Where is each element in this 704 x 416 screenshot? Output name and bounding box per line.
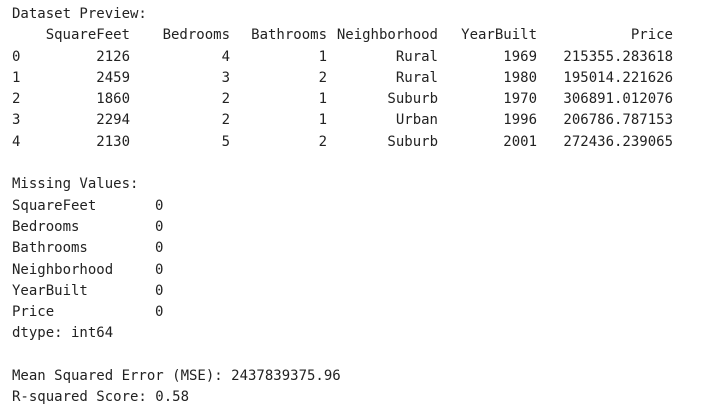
- cell-bathrooms: 1: [318, 48, 327, 65]
- column-header-yearbuilt: YearBuilt: [461, 27, 537, 44]
- missing-values-row: YearBuilt 0: [12, 281, 692, 302]
- mse-result: Mean Squared Error (MSE): 2437839375.96: [12, 368, 341, 385]
- cell-price: 195014.221626: [563, 69, 673, 86]
- console-output: Dataset Preview: SquareFeet Bedrooms Bat…: [12, 4, 692, 409]
- missing-values-name: Bathrooms: [12, 240, 88, 257]
- table-row: 3 2294 2 1 Urban 1996 206786.787153: [12, 110, 692, 131]
- missing-values-name: Price: [12, 304, 55, 321]
- preview-title: Dataset Preview:: [12, 6, 147, 22]
- row-index: 1: [12, 69, 21, 86]
- missing-values-name: Neighborhood: [12, 261, 114, 278]
- table-row: 1 2459 3 2 Rural 1980 195014.221626: [12, 68, 692, 89]
- cell-squarefeet: 2130: [96, 133, 130, 150]
- cell-bathrooms: 1: [318, 91, 327, 108]
- column-header-bathrooms: Bathrooms: [251, 27, 327, 44]
- cell-price: 215355.283618: [563, 48, 673, 65]
- column-header-bedrooms: Bedrooms: [162, 27, 230, 44]
- cell-yearbuilt: 1996: [503, 112, 537, 129]
- column-header-neighborhood: Neighborhood: [336, 27, 438, 44]
- missing-values-count: 0: [155, 304, 164, 321]
- row-index: 0: [12, 48, 21, 65]
- missing-values-count: 0: [155, 240, 164, 257]
- missing-values-row: Price 0: [12, 302, 692, 323]
- cell-bathrooms: 2: [318, 69, 327, 86]
- cell-neighborhood: Suburb: [387, 91, 438, 108]
- missing-values-title: Missing Values:: [12, 176, 139, 193]
- table-header-row: SquareFeet Bedrooms Bathrooms Neighborho…: [12, 25, 692, 46]
- missing-values-name: SquareFeet: [12, 197, 97, 214]
- cell-neighborhood: Rural: [395, 69, 438, 86]
- missing-values-row: Neighborhood 0: [12, 260, 692, 281]
- row-index: 4: [12, 133, 21, 150]
- r2-result: R-squared Score: 0.58: [12, 389, 190, 406]
- missing-values-name: YearBuilt: [12, 282, 88, 299]
- missing-values-count: 0: [155, 261, 164, 278]
- dtype-line: dtype: int64: [12, 325, 114, 342]
- missing-values-name: Bedrooms: [12, 218, 80, 235]
- cell-bedrooms: 2: [221, 112, 230, 129]
- missing-values-row: Bedrooms 0: [12, 217, 692, 238]
- cell-bedrooms: 5: [221, 133, 230, 150]
- missing-values-count: 0: [155, 282, 164, 299]
- cell-bedrooms: 3: [221, 69, 230, 86]
- column-header-price: Price: [630, 27, 673, 44]
- cell-neighborhood: Urban: [395, 112, 438, 129]
- cell-yearbuilt: 2001: [503, 133, 537, 150]
- column-header-squarefeet: SquareFeet: [45, 27, 130, 44]
- cell-neighborhood: Rural: [395, 48, 438, 65]
- missing-values-row: Bathrooms 0: [12, 238, 692, 259]
- cell-price: 272436.239065: [563, 133, 673, 150]
- row-index: 2: [12, 91, 21, 108]
- cell-bedrooms: 2: [221, 91, 230, 108]
- spacer: [12, 345, 692, 366]
- cell-squarefeet: 2459: [96, 69, 130, 86]
- table-row: 4 2130 5 2 Suburb 2001 272436.239065: [12, 132, 692, 153]
- cell-price: 206786.787153: [563, 112, 673, 129]
- cell-bathrooms: 1: [318, 112, 327, 129]
- row-index: 3: [12, 112, 21, 129]
- table-row: 2 1860 2 1 Suburb 1970 306891.012076: [12, 89, 692, 110]
- index-header: [12, 25, 26, 46]
- cell-squarefeet: 1860: [96, 91, 130, 108]
- missing-values-row: SquareFeet 0: [12, 196, 692, 217]
- spacer: [12, 153, 692, 174]
- table-row: 0 2126 4 1 Rural 1969 215355.283618: [12, 47, 692, 68]
- missing-values-count: 0: [155, 218, 164, 235]
- cell-squarefeet: 2294: [96, 112, 130, 129]
- cell-yearbuilt: 1980: [503, 69, 537, 86]
- cell-yearbuilt: 1969: [503, 48, 537, 65]
- cell-bathrooms: 2: [318, 133, 327, 150]
- cell-neighborhood: Suburb: [387, 133, 438, 150]
- cell-price: 306891.012076: [563, 91, 673, 108]
- missing-values-count: 0: [155, 197, 164, 214]
- cell-squarefeet: 2126: [96, 48, 130, 65]
- cell-yearbuilt: 1970: [503, 91, 537, 108]
- cell-bedrooms: 4: [221, 48, 230, 65]
